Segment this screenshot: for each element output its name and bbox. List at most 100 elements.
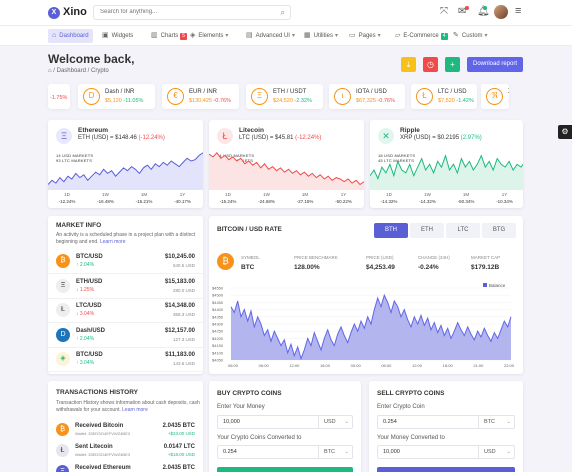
nav-item-pages[interactable]: ▭ Pages ▾ (345, 29, 385, 43)
clock-icon: ◷ (427, 60, 434, 69)
sparkline-area (209, 152, 364, 190)
nav-item-elements[interactable]: ◈ Elements ▾ (186, 29, 232, 43)
avatar[interactable] (494, 5, 508, 19)
transaction-row[interactable]: Ł Sent Litecoin Wallet: 33EDSO4EFVWZ4BE3 0.… (48, 442, 203, 460)
download-report-button[interactable]: Download report (467, 57, 523, 72)
history-learn-more-link[interactable]: Learn more (122, 406, 148, 413)
sell-coin-select[interactable]: BTC ⌄ (478, 416, 515, 428)
nav-icon: ▦ (304, 32, 311, 39)
sell-converted-value[interactable]: 10,000 (383, 449, 400, 455)
market-row[interactable]: Ξ ETH/USD ↓ 1.25% $15,183.00 280.0 USD (48, 275, 203, 299)
buy-money-value[interactable]: 10,000 (223, 419, 240, 425)
buy-converted-value[interactable]: 0.254 (223, 449, 237, 455)
ticker-item[interactable]: € EUR / INR $130,425 -0.76% (162, 84, 239, 109)
sell-coin-value[interactable]: 0.254 (383, 419, 397, 425)
search-box[interactable]: ⌕ (93, 5, 291, 20)
period-value: -15.21% (135, 199, 153, 204)
plus-icon: + (450, 60, 455, 69)
ticker-item[interactable]: ι IOTA / USD $67,325 -0.76% (329, 84, 405, 109)
ticker-change: -2.32% (294, 98, 312, 104)
market-row[interactable]: ◈ BTC/USD ↑ 3.04% $11,183.00 143.6 USD (48, 348, 203, 372)
stat-value: 128.00% (294, 264, 320, 271)
coin-name: Ripple (400, 127, 420, 134)
breadcrumb-path[interactable]: / Dashboard / Crypto (53, 68, 109, 74)
top-header: X Xino ⌕ ⤧ ✉ 🔔︎ ≡ (0, 0, 572, 26)
tab-btg[interactable]: BTG (482, 223, 516, 238)
nav-item-custom[interactable]: ✎ Custom ▾ (449, 29, 492, 43)
nav-item-e-commerce[interactable]: ▱ E-Commerce 4 (391, 29, 452, 43)
buy-currency-select[interactable]: USD ⌄ (318, 416, 353, 428)
nav-item-advanced-ui[interactable]: ▤ Advanced UI ▾ (242, 29, 299, 43)
ltc-markets: 93 LTC MARKETS (56, 158, 93, 163)
sell-converted-input[interactable]: 10,000 USD ⌄ (377, 445, 515, 459)
fullscreen-icon[interactable]: ⤧ (440, 6, 448, 17)
ticker-item[interactable]: D Dash / INR $5,120 -11.05% (78, 84, 155, 109)
nav-item-utilities[interactable]: ▦ Utilities ▾ (300, 29, 342, 43)
tab-ltc[interactable]: LTC (446, 223, 480, 238)
transactions-history-card: TRANSACTIONS HISTORY Transaction History… (48, 381, 203, 472)
y-tick-label: $4250 (212, 329, 224, 334)
ticker-change: -0.76% (213, 98, 231, 104)
ticker-item[interactable]: Ł LTC / USD $7,520 -1.42% (411, 84, 477, 109)
stat-label: PRICE (USD) (366, 255, 394, 260)
ethereum-icon: Ξ (56, 128, 72, 144)
add-button[interactable]: + (445, 57, 460, 72)
sell-currency-select[interactable]: USD ⌄ (478, 446, 515, 458)
transaction-amount: 2.0435 BTC (162, 423, 195, 429)
buy-coin-select[interactable]: BTC ⌄ (318, 446, 353, 458)
download-button[interactable]: ⤓ (401, 57, 416, 72)
settings-gear-icon[interactable]: ⚙ (558, 125, 572, 139)
buy-money-input[interactable]: 10,000 USD ⌄ (217, 415, 353, 429)
sell-crypto-card: SELL CRYPTO COINS Enter Crypto Coin 0.25… (369, 381, 523, 472)
ticker-price: $24,520 (273, 98, 295, 104)
coin-rate: LTC (USD) = $45.81 (-12.24%) (239, 135, 321, 141)
learn-more-link[interactable]: Learn more (99, 238, 126, 245)
search-icon[interactable]: ⌕ (280, 8, 285, 17)
bell-icon[interactable]: 🔔︎ (477, 6, 490, 17)
buy-button[interactable] (217, 467, 353, 472)
ticker-item[interactable]: Ξ ETH / USDT $24,520 -2.32% (246, 84, 323, 109)
home-icon[interactable]: ⌂ (48, 68, 52, 74)
logo-icon: X (48, 7, 60, 19)
tab-eth[interactable]: ETH (410, 223, 444, 238)
x-tick-label: 12:00 (412, 363, 423, 368)
period-label: 1W (263, 192, 270, 197)
nav-item-charts[interactable]: ▥ Charts 5 (147, 29, 191, 43)
area-line (230, 293, 512, 361)
x-tick-label: 06:00 (381, 363, 392, 368)
ticker-value: $24,520 -2.32% (273, 98, 312, 104)
alarm-button[interactable]: ◷ (423, 57, 438, 72)
buy-converted-input[interactable]: 0.254 BTC ⌄ (217, 445, 353, 459)
y-tick-label: $4450 (212, 300, 224, 305)
transaction-usd: +$18.00 USD (167, 452, 195, 457)
mail-icon[interactable]: ✉ (458, 6, 469, 17)
period-label: 1Y (179, 192, 186, 197)
coin-rate-change: (2.97%) (460, 135, 482, 141)
sparkline-area (370, 155, 523, 190)
nav-item-dashboard[interactable]: ⌂ Dashboard (48, 29, 93, 43)
sell-button[interactable] (377, 467, 515, 472)
transaction-row[interactable]: ₿ Received Bitcoin Wallet: 33EDSO4EFVWZ4BE… (48, 421, 203, 439)
ticker-item[interactable]: ℜ XRP (481, 84, 509, 109)
y-tick-label: $4400 (212, 307, 224, 312)
ticker-item[interactable]: -1.75% (48, 84, 70, 109)
market-row[interactable]: ₿ BTC/USD ↑ 2.04% $10,245.00 540.5 USD (48, 250, 203, 274)
tab-bth[interactable]: BTH (374, 223, 408, 238)
market-volume: 368.3 USD (172, 312, 195, 317)
coin-icon: Ξ (56, 465, 69, 472)
nav-item-widgets[interactable]: ▣ Widgets (98, 29, 137, 43)
search-input[interactable] (100, 9, 270, 15)
period-label: 1Y (501, 192, 508, 197)
market-pair: BTC/USD (76, 254, 103, 260)
market-row[interactable]: Ł LTC/USD ↓ 3.04% $14,348.00 368.3 USD (48, 299, 203, 323)
sell-coin-input[interactable]: 0.254 BTC ⌄ (377, 415, 515, 429)
legend-label: Balance (489, 283, 506, 288)
market-row[interactable]: D Dash/USD ↑ 2.04% $12,157.00 127.3 USD (48, 324, 203, 348)
nav-icon: ▭ (349, 32, 356, 39)
transaction-row[interactable]: Ξ Received Ethereum 2.0435 BTC (48, 463, 203, 472)
brand-name[interactable]: Xino (63, 6, 87, 18)
menu-icon[interactable]: ≡ (515, 5, 522, 17)
coin-sparkline (48, 152, 203, 190)
market-pair: LTC/USD (76, 303, 102, 309)
ticker-price: $130,425 (189, 98, 214, 104)
